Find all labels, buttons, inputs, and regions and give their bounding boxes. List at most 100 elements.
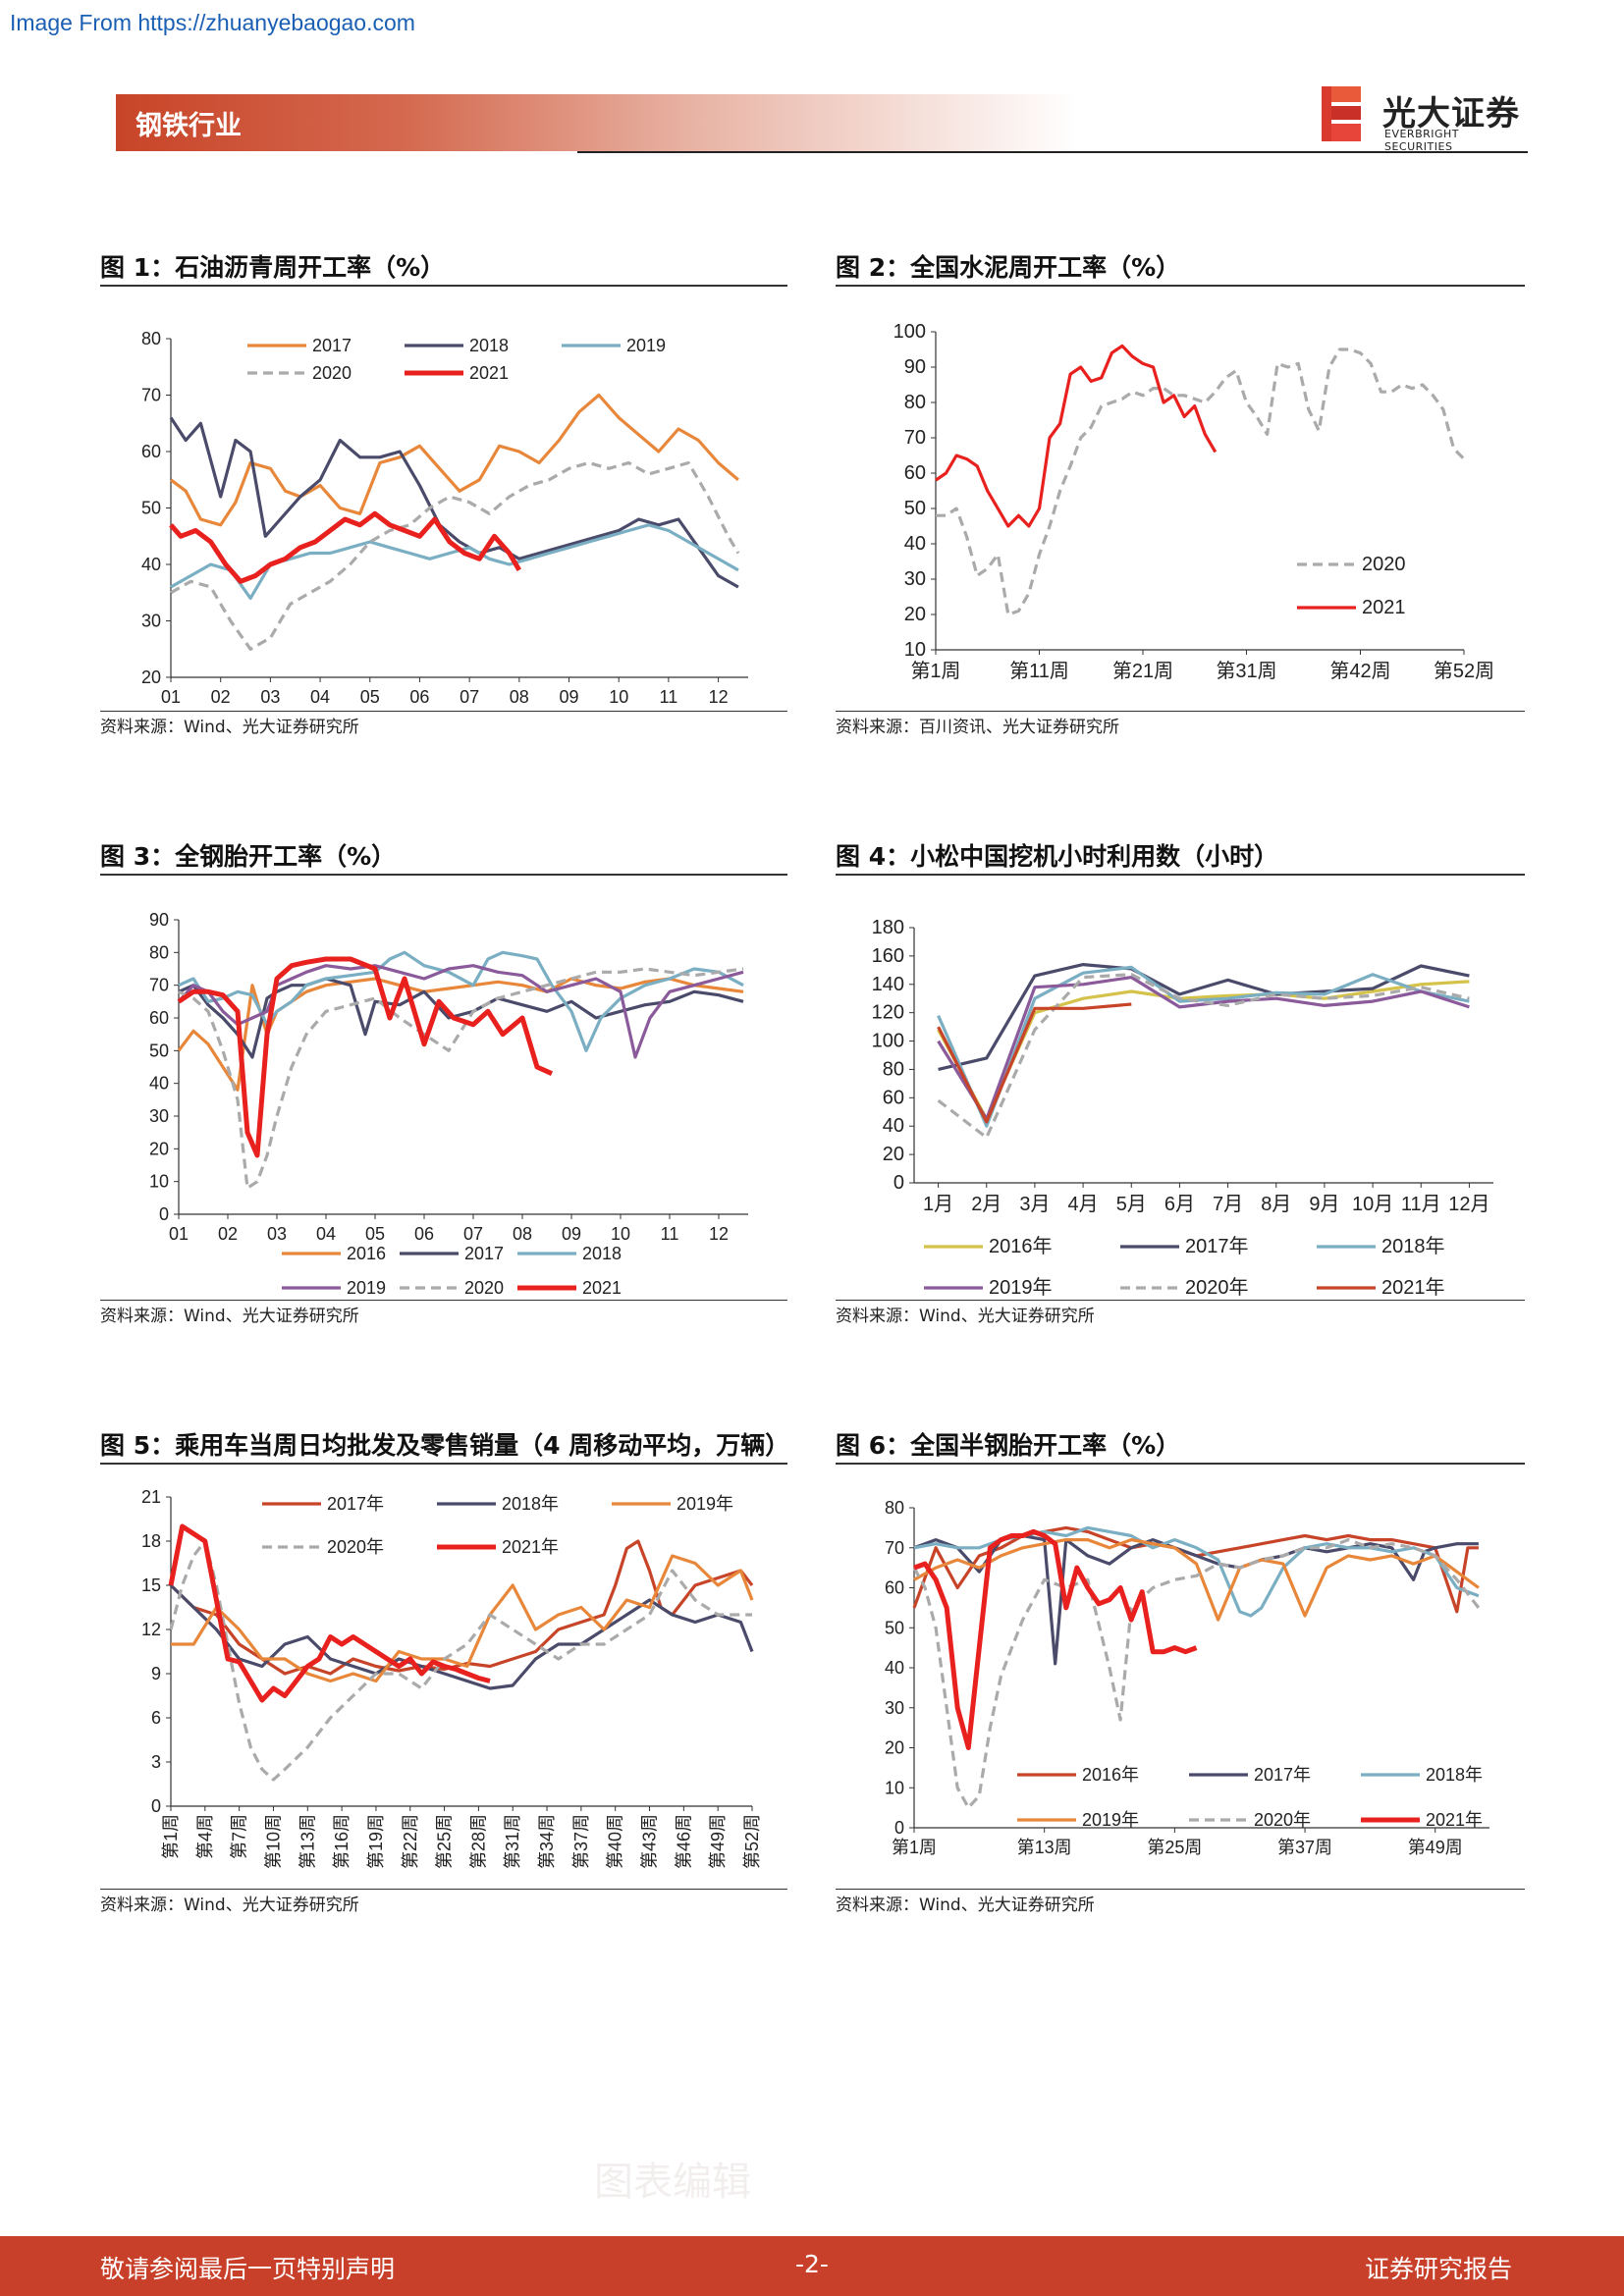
y-tick-label: 30 xyxy=(904,568,926,590)
x-tick-label: 07 xyxy=(463,1224,483,1244)
x-tick-label: 12 xyxy=(709,1224,729,1244)
legend-label: 2021 xyxy=(469,363,509,383)
legend-label: 2018 xyxy=(582,1244,622,1263)
x-tick-label: 03 xyxy=(260,687,280,707)
figure-4-bottom-rule xyxy=(836,1300,1525,1301)
legend-label: 2021 xyxy=(582,1278,622,1298)
y-tick-label: 50 xyxy=(141,499,161,518)
y-tick-label: 12 xyxy=(141,1620,161,1639)
x-tick-label: 第13周 xyxy=(298,1814,317,1869)
x-tick-label: 09 xyxy=(562,1224,581,1244)
y-tick-label: 30 xyxy=(149,1106,169,1126)
figure-1-rule xyxy=(100,285,787,287)
figure-5-bottom-rule xyxy=(100,1889,787,1890)
legend-label: 2017年 xyxy=(1185,1235,1249,1257)
chart-svg: 0204060801001201401601801月 2月 3月 4月 5月 6月 7月 8月… xyxy=(836,908,1525,1296)
y-tick-label: 20 xyxy=(885,1738,904,1758)
figure-3-chart: 0 10 20 30 40 50 60 70 80 90 01 02 03 04 05 06 07 08 09 10 1… xyxy=(100,908,787,1296)
x-tick-label: 5月 xyxy=(1116,1194,1147,1215)
series-line-2021年 xyxy=(914,1531,1197,1747)
x-tick-label: 第49周 xyxy=(708,1814,728,1869)
x-tick-label: 01 xyxy=(169,1224,189,1244)
legend-label: 2019 xyxy=(626,336,666,355)
y-tick-label: 21 xyxy=(141,1487,161,1507)
x-tick-label: 第43周 xyxy=(640,1814,660,1869)
y-tick-label: 30 xyxy=(885,1698,904,1718)
y-tick-label: 18 xyxy=(141,1531,161,1551)
figure-6-rule xyxy=(836,1463,1525,1465)
legend-label: 2017 xyxy=(312,336,352,355)
x-tick-label: 3月 xyxy=(1019,1194,1050,1215)
figure-5-chart: 0 3 6 9 12 15 18 21 第1周 第4周 第7周 第10周 第13周 第16周 第19周 第22… xyxy=(100,1482,787,1885)
series-line-2020年 xyxy=(914,1540,1479,1808)
x-tick-label: 1月 xyxy=(923,1194,953,1215)
y-tick-label: 80 xyxy=(149,942,169,962)
x-tick-label: 第1周 xyxy=(910,660,960,682)
x-tick-label: 9月 xyxy=(1309,1194,1339,1215)
y-tick-label: 15 xyxy=(141,1575,161,1595)
legend-label: 2020 xyxy=(312,363,352,383)
x-tick-label: 04 xyxy=(316,1224,336,1244)
y-tick-label: 50 xyxy=(885,1618,904,1637)
y-tick-label: 100 xyxy=(893,321,926,343)
figure-4-source: 资料来源：Wind、光大证券研究所 xyxy=(836,1302,1095,1326)
legend-label: 2017年 xyxy=(1254,1765,1311,1785)
legend-label: 2020 xyxy=(1362,554,1406,575)
chart-svg: 2030405060708001 02 03 04 05 06 07 08 09 10 11 1220… xyxy=(100,324,787,707)
x-tick-label: 第37周 xyxy=(571,1814,591,1869)
source-url[interactable]: Image From https://zhuanyebaogao.com xyxy=(10,10,415,36)
y-tick-label: 180 xyxy=(872,917,904,938)
legend-label: 2016年 xyxy=(1082,1765,1139,1785)
figure-2-title: 图 2：全国水泥周开工率（%） xyxy=(836,248,1180,284)
y-tick-label: 60 xyxy=(141,442,161,461)
y-tick-label: 20 xyxy=(141,667,161,687)
figure-2-bottom-rule xyxy=(836,711,1525,712)
legend-label: 2016 xyxy=(347,1244,386,1263)
x-tick-label: 02 xyxy=(218,1224,238,1244)
x-tick-label: 11 xyxy=(661,1224,679,1244)
legend-label: 2020年 xyxy=(1254,1810,1311,1830)
x-tick-label: 07 xyxy=(460,687,479,707)
y-tick-label: 9 xyxy=(151,1664,161,1683)
y-tick-label: 6 xyxy=(151,1708,161,1728)
y-tick-label: 100 xyxy=(872,1031,904,1052)
company-logo: 光大证券 EVERBRIGHT SECURITIES xyxy=(1322,84,1528,145)
legend-label: 2020年 xyxy=(1185,1276,1249,1299)
y-tick-label: 10 xyxy=(904,639,926,661)
legend-label: 2019年 xyxy=(677,1494,733,1514)
x-tick-label: 第52周 xyxy=(742,1814,762,1869)
x-tick-label: 第31周 xyxy=(1216,660,1276,682)
page-footer: 敬请参阅最后一页特别声明 -2- 证券研究报告 xyxy=(0,2236,1624,2296)
figure-1-source: 资料来源：Wind、光大证券研究所 xyxy=(100,713,359,737)
x-tick-label: 第25周 xyxy=(435,1814,455,1869)
x-tick-label: 第10周 xyxy=(263,1814,283,1869)
y-tick-label: 60 xyxy=(883,1087,904,1108)
figure-4-chart: 0 20 40 60 80 100 120 140 160 180 1月 2月 3月 4月 5月 6月 7月 8月… xyxy=(836,908,1525,1296)
y-tick-label: 3 xyxy=(151,1752,161,1772)
x-tick-label: 08 xyxy=(510,687,529,707)
y-tick-label: 80 xyxy=(883,1058,904,1080)
section-title: 钢铁行业 xyxy=(135,104,242,142)
legend-label: 2021 xyxy=(1362,597,1406,618)
figure-5-title: 图 5：乘用车当周日均批发及零售销量（4 周移动平均，万辆） xyxy=(100,1426,789,1462)
series-line-2019年 xyxy=(171,1556,752,1682)
x-tick-label: 4月 xyxy=(1068,1194,1099,1215)
footer-disclaimer: 敬请参阅最后一页特别声明 xyxy=(100,2250,395,2285)
x-tick-label: 第28周 xyxy=(468,1814,488,1869)
figure-2-rule xyxy=(836,285,1525,287)
x-tick-label: 7月 xyxy=(1213,1194,1243,1215)
legend-label: 2018 xyxy=(469,336,509,355)
y-tick-label: 20 xyxy=(904,604,926,625)
y-tick-label: 40 xyxy=(904,533,926,555)
x-tick-label: 6月 xyxy=(1164,1194,1195,1215)
logo-mark-icon xyxy=(1322,84,1377,145)
x-tick-label: 09 xyxy=(560,687,579,707)
figure-3-bottom-rule xyxy=(100,1300,787,1301)
chart-svg: 036912151821第1周 第4周 第7周 第10周 第13周 第16周 第19周 第22… xyxy=(100,1482,787,1885)
logo-text-en: EVERBRIGHT SECURITIES xyxy=(1384,128,1528,153)
x-tick-label: 05 xyxy=(360,687,380,707)
watermark: 图表编辑 xyxy=(594,2150,751,2207)
figure-3-title: 图 3：全钢胎开工率（%） xyxy=(100,837,396,873)
figure-5-source: 资料来源：Wind、光大证券研究所 xyxy=(100,1891,359,1915)
y-tick-label: 80 xyxy=(885,1498,904,1518)
